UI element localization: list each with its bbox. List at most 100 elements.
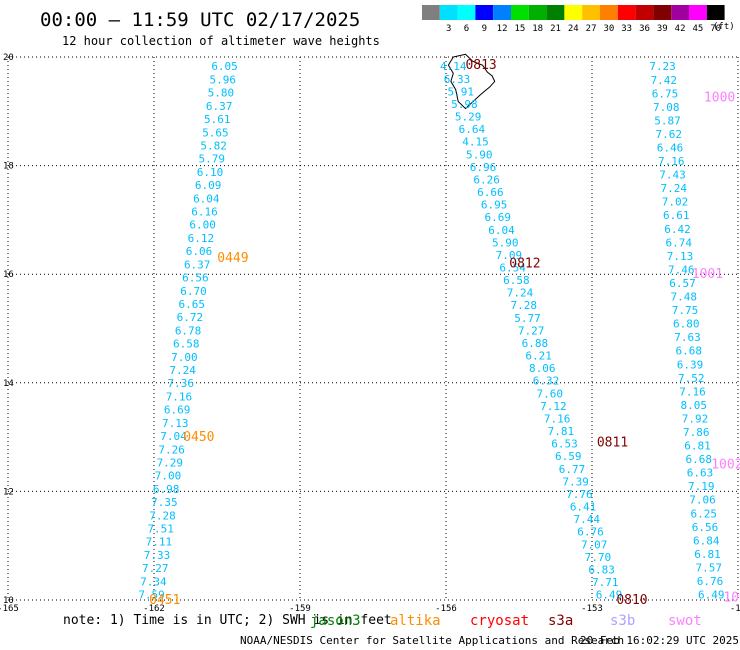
satellite-legend-cryosat: cryosat [470,613,529,629]
wave-height-value: 7.24 [507,287,534,300]
x-tick-label: -153 [581,604,603,614]
colorbar-swatch [689,5,707,20]
wave-height-value: 5.98 [451,98,478,111]
wave-height-value: 6.58 [503,274,530,287]
chart-subtitle: 12 hour collection of altimeter wave hei… [62,34,380,48]
colorbar-swatch [653,5,672,20]
wave-height-value: 7.35 [151,496,178,509]
satellite-legend-swot: swot [668,613,702,629]
wave-height-value: 6.68 [676,345,703,358]
wave-height-value: 7.06 [689,494,716,507]
colorbar-swatch [546,5,565,20]
wave-height-value: 6.42 [664,223,691,236]
wave-height-value: 5.90 [492,236,519,249]
colorbar-swatch [617,5,636,20]
wave-height-value: 6.76 [697,575,724,588]
wave-height-value: 6.98 [153,483,180,496]
wave-height-value: 6.76 [577,526,604,539]
colorbar-tick-label: 12 [497,24,508,34]
wave-height-value: 7.13 [667,250,694,263]
pass-time-label: 0810 [616,593,647,608]
wave-height-value: 5.79 [199,153,226,166]
wave-height-value: 7.19 [688,480,715,493]
colorbar-swatch [528,5,547,20]
footer-note: note: 1) Time is in UTC; 2) SWH is in fe… [63,613,392,628]
colorbar-swatch [635,5,654,20]
colorbar-tick-label: 18 [532,24,543,34]
wave-height-value: 8.05 [681,399,708,412]
grid-lines [7,56,739,601]
wave-height-value: 6.33 [444,73,471,86]
wave-height-value: 7.36 [168,377,195,390]
wave-height-value: 5.91 [447,85,474,98]
pass-time-label: 1000 [704,91,735,106]
colorbar-swatch [706,5,725,20]
wave-height-value: 5.96 [209,73,236,86]
satellite-legend-jason3: jason3 [310,613,361,629]
wave-height-value: 7.51 [147,523,174,536]
colorbar-unit-label: (ft) [713,22,735,32]
wave-height-value: 5.29 [455,111,482,124]
wave-height-value: 6.74 [666,236,693,249]
x-tick-label: -156 [435,604,457,614]
wave-height-value: 7.09 [496,249,523,262]
wave-height-value: 6.04 [193,192,220,205]
wave-height-value: 7.00 [171,351,198,364]
wave-height-value: 7.08 [653,101,680,114]
wave-height-value: 7.44 [574,513,601,526]
wave-height-value: 6.72 [177,311,204,324]
wave-height-value: 7.39 [562,475,589,488]
wave-height-value: 5.90 [466,148,493,161]
track-group: 6.497.716.837.707.076.767.446.417.767.39… [440,60,622,601]
y-tick-label: 18 [3,162,14,172]
wave-height-value: 5.77 [514,312,541,325]
wave-height-value: 7.81 [548,425,575,438]
wave-height-value: 7.59 [138,589,165,602]
wave-height-value: 7.27 [142,562,169,575]
wave-height-value: 6.81 [684,440,711,453]
colorbar-tick-label: 9 [482,24,487,34]
wave-height-value: 7.00 [155,470,182,483]
wave-height-value: 7.29 [157,456,184,469]
pass-time-label: 0811 [597,436,628,451]
colorbar-tick-label: 42 [675,24,686,34]
wave-height-value: 6.88 [522,337,549,350]
wave-height-value: 6.12 [188,232,215,245]
wave-height-value: 7.52 [678,372,705,385]
colorbar-tick-label: 70 [710,24,721,34]
wave-height-value: 6.58 [173,338,200,351]
wave-height-value: 6.77 [559,463,586,476]
wave-height-value: 4.15 [462,136,489,149]
wave-height-value: 7.27 [518,324,545,337]
wave-height-value: 6.68 [686,453,713,466]
colorbar-tick-label: 24 [568,24,579,34]
pass-labels: 0451 0450 0449 0810 0811 0812 0813 1000 1001 1002… [149,58,740,608]
wave-height-value: 6.64 [459,123,486,136]
wave-height-value: 6.46 [657,142,684,155]
y-tick-label: 20 [3,53,14,63]
wave-height-value: 6.41 [570,501,597,514]
wave-height-value: 6.54 [499,262,526,275]
wave-height-value: 6.81 [694,548,721,561]
colorbar-swatch [600,5,618,20]
wave-height-value: 7.63 [674,331,701,344]
wave-height-value: 6.80 [673,318,700,331]
wave-height-value: 7.23 [649,60,676,73]
colorbar-tick-label: 36 [639,24,650,34]
wave-height-value: 6.69 [164,404,191,417]
coastline-path [447,53,496,110]
colorbar-tick-label: 3 [446,24,451,34]
footer-timestamp: 20 Feb 16:02:29 UTC 2025 [580,634,739,647]
wave-height-value: 7.34 [140,575,167,588]
wave-height-value: 6.84 [693,534,720,547]
colorbar-swatch [475,5,494,20]
wave-height-value: 7.07 [581,538,608,551]
colorbar-tick-label: 27 [586,24,597,34]
colorbar-swatch [671,5,689,20]
colorbar-tick-label: 45 [692,24,703,34]
wave-height-value: 6.37 [206,100,233,113]
wave-height-value: 7.48 [671,291,698,304]
pass-time-label: 0812 [509,256,540,271]
wave-height-value: 7.71 [592,576,619,589]
